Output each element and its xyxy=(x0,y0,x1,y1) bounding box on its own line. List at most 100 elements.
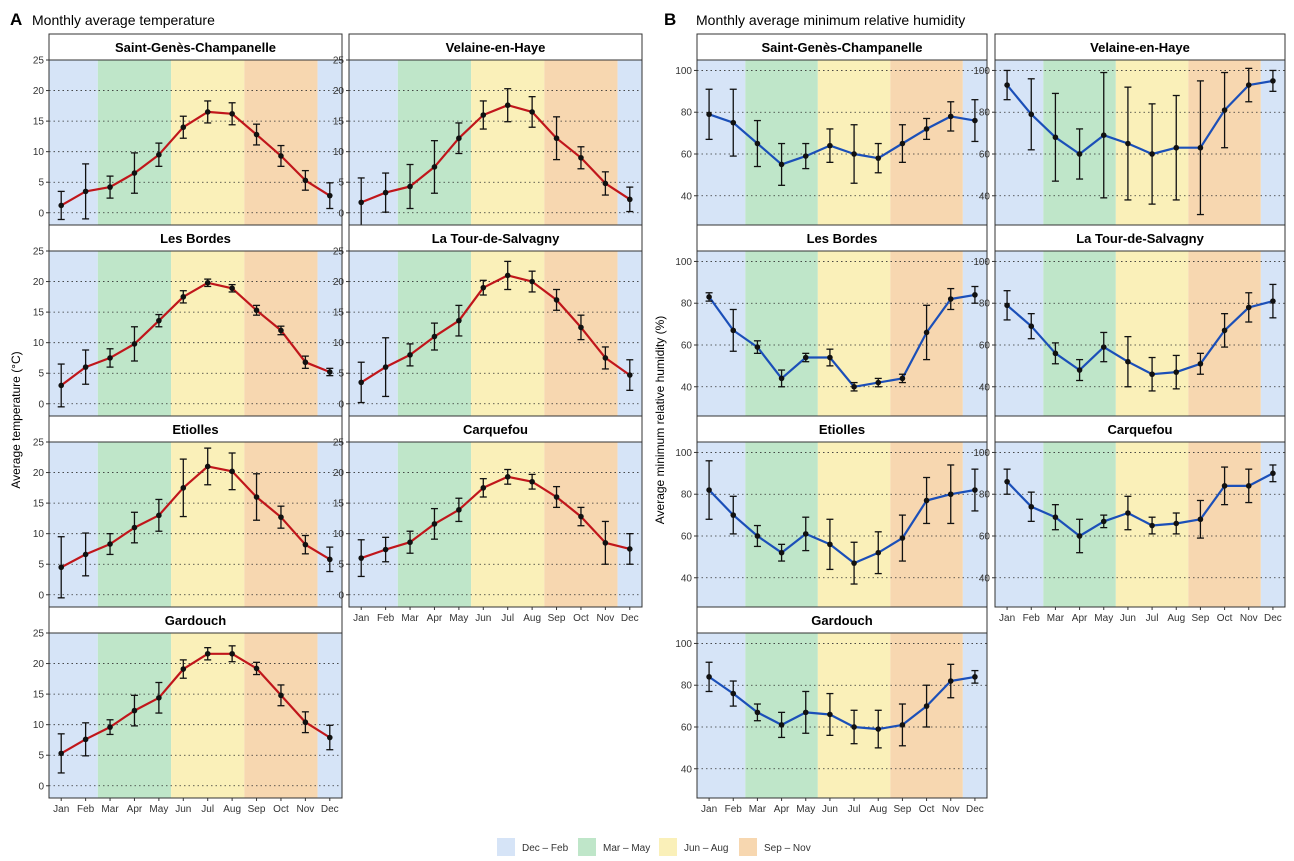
data-point xyxy=(827,354,833,361)
x-tick-label: May xyxy=(796,804,815,815)
x-tick-label: Mar xyxy=(1047,613,1065,624)
data-point xyxy=(1245,304,1252,311)
data-point xyxy=(706,674,712,680)
data-point xyxy=(58,382,65,389)
data-point xyxy=(131,524,138,531)
data-point xyxy=(923,703,930,709)
data-point xyxy=(82,736,89,743)
y-tick-label: 40 xyxy=(681,764,693,775)
season-band xyxy=(995,251,1044,416)
data-point xyxy=(156,151,162,158)
data-point xyxy=(407,183,413,190)
y-tick-label: 40 xyxy=(681,573,693,584)
data-point xyxy=(480,112,487,118)
data-point xyxy=(229,650,235,657)
data-point xyxy=(480,284,487,291)
season-band xyxy=(995,442,1044,607)
y-tick-label: 40 xyxy=(979,191,991,202)
data-point xyxy=(778,722,785,728)
season-band xyxy=(317,442,342,607)
panel-a-y-axis-label: Average temperature (°C) xyxy=(9,351,23,488)
season-band xyxy=(697,633,746,798)
data-point xyxy=(1197,144,1204,151)
season-band xyxy=(317,251,342,416)
y-tick-label: 40 xyxy=(681,191,693,202)
y-tick-label: 80 xyxy=(979,490,991,501)
data-point xyxy=(754,533,761,539)
y-tick-label: 5 xyxy=(38,178,44,189)
x-tick-label: Jul xyxy=(501,613,514,624)
data-point xyxy=(278,514,284,520)
data-point xyxy=(1100,132,1107,138)
data-point xyxy=(326,369,333,375)
data-point xyxy=(302,359,309,366)
legend-label: Jun – Aug xyxy=(684,843,728,854)
data-point xyxy=(1076,151,1083,157)
x-tick-label: Oct xyxy=(919,804,935,815)
facet-a-carquefou: Carquefou 0 5 10 15 20 25 Jan Feb Mar Apr May Jun Jul… xyxy=(333,415,643,624)
y-tick-label: 25 xyxy=(33,247,45,258)
data-point xyxy=(156,317,162,324)
series-line xyxy=(360,475,631,560)
series-line xyxy=(1006,79,1274,156)
data-point xyxy=(754,140,761,147)
facet-strip-label: Etiolles xyxy=(172,422,218,437)
data-point xyxy=(358,555,365,561)
data-point xyxy=(706,294,712,300)
data-point xyxy=(578,513,584,520)
data-point xyxy=(730,512,737,518)
data-point xyxy=(1028,323,1035,329)
y-tick-label: 5 xyxy=(38,369,44,380)
y-tick-label: 20 xyxy=(33,277,45,288)
x-tick-label: May xyxy=(1094,613,1113,624)
y-tick-label: 5 xyxy=(338,178,344,189)
y-tick-label: 25 xyxy=(33,438,45,449)
y-tick-label: 100 xyxy=(973,448,990,459)
data-point xyxy=(229,285,235,292)
data-point xyxy=(1004,478,1010,485)
data-point xyxy=(504,474,511,480)
y-tick-label: 0 xyxy=(38,399,44,410)
facet-b-les-bordes: Les Bordes 40 60 80 100 xyxy=(675,224,988,417)
data-point xyxy=(529,278,535,285)
x-tick-label: Feb xyxy=(77,804,95,815)
facet-strip-label: Carquefou xyxy=(463,422,528,437)
season-band xyxy=(544,60,618,225)
y-tick-label: 15 xyxy=(33,117,45,128)
x-tick-label: Sep xyxy=(1192,613,1210,624)
data-point xyxy=(899,140,906,147)
season-band xyxy=(49,60,98,225)
y-tick-label: 25 xyxy=(333,438,345,449)
facet-b-carquefou: Carquefou 40 60 80 100 Jan Feb Mar Apr May Jun Jul A… xyxy=(973,415,1286,624)
facet-strip-label: Saint-Genès-Champanelle xyxy=(115,40,276,55)
data-point xyxy=(82,551,89,558)
facet-strip xyxy=(48,606,343,634)
x-tick-label: Mar xyxy=(401,613,419,624)
y-tick-label: 20 xyxy=(333,468,345,479)
data-point xyxy=(1270,298,1276,304)
x-tick-label: Aug xyxy=(1167,613,1185,624)
data-point xyxy=(431,333,438,340)
x-tick-label: Sep xyxy=(248,804,266,815)
data-point xyxy=(58,564,65,571)
data-point xyxy=(180,485,187,491)
data-point xyxy=(1052,514,1059,520)
y-tick-label: 10 xyxy=(333,338,345,349)
x-tick-label: Aug xyxy=(523,613,541,624)
data-point xyxy=(180,124,187,131)
x-tick-label: Jul xyxy=(201,804,214,815)
facet-strip-label: Les Bordes xyxy=(807,231,878,246)
y-tick-label: 20 xyxy=(33,468,45,479)
data-point xyxy=(827,142,833,149)
data-point xyxy=(602,180,609,187)
data-point xyxy=(553,297,560,303)
facet-b-la-tour-de-salvagny: La Tour-de-Salvagny 40 60 80 100 xyxy=(973,224,1286,417)
data-point xyxy=(1245,82,1252,88)
data-point xyxy=(326,734,333,741)
y-tick-label: 100 xyxy=(973,257,990,268)
data-point xyxy=(82,364,89,370)
data-point xyxy=(82,188,89,195)
data-point xyxy=(431,521,438,527)
legend-label: Dec – Feb xyxy=(522,843,569,854)
facet-strip-label: Saint-Genès-Champanelle xyxy=(761,40,922,55)
